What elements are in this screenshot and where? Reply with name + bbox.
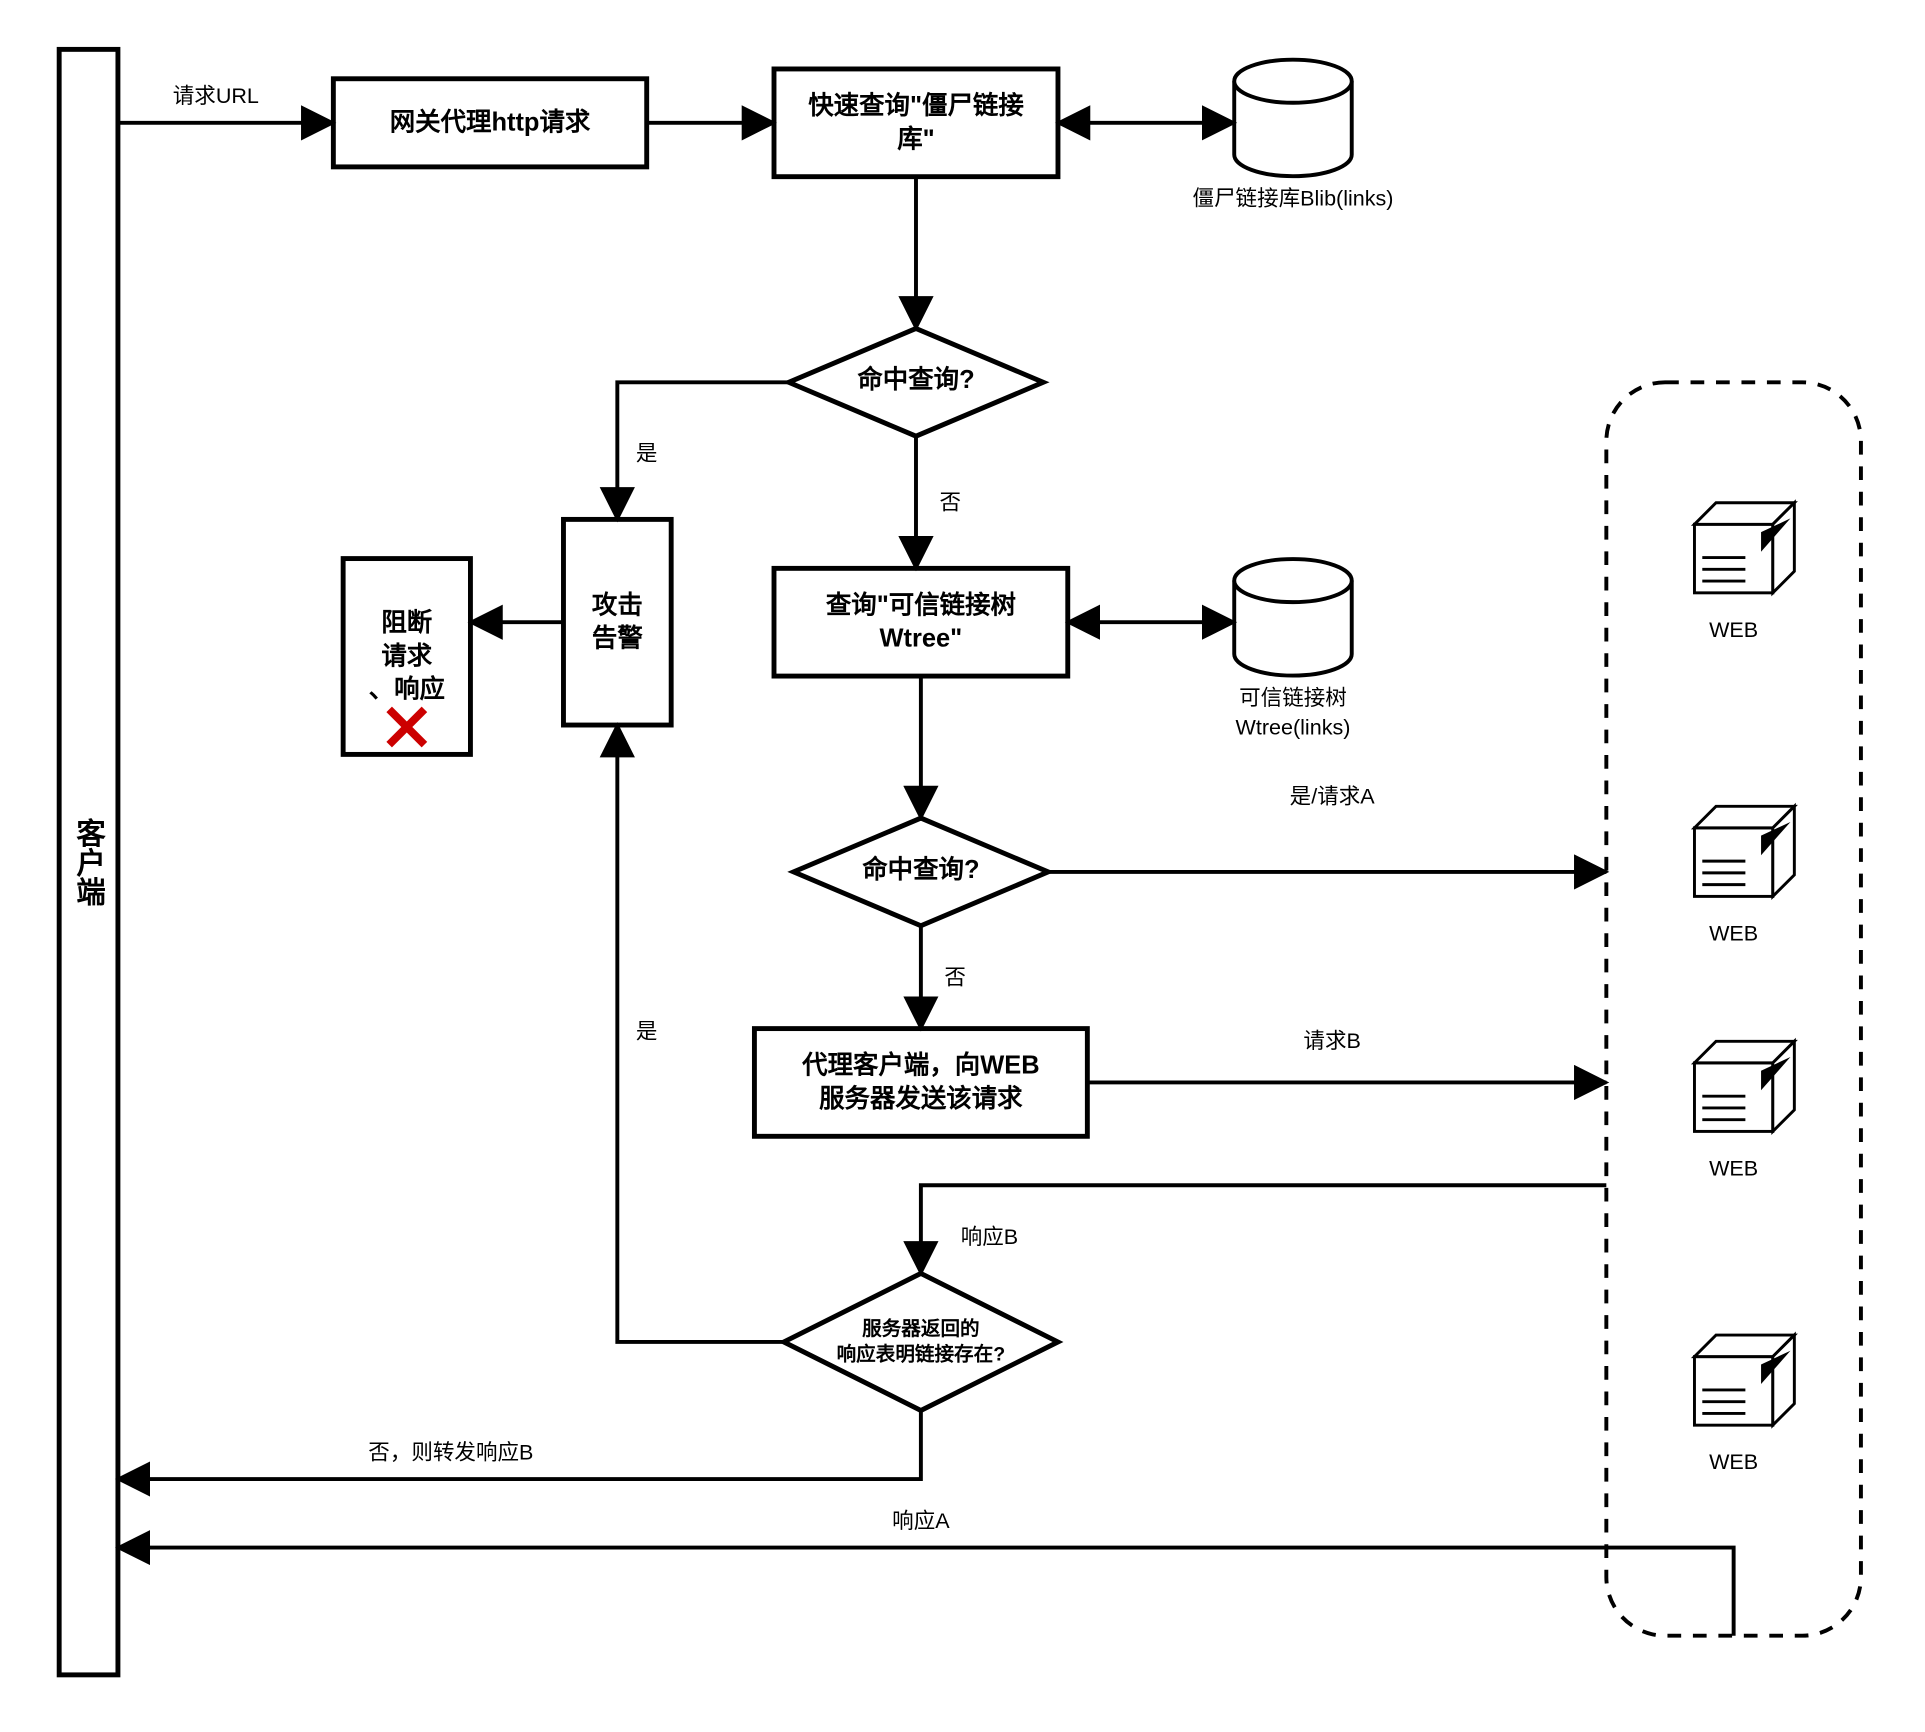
edge-0-label: 请求URL: [173, 84, 259, 108]
edge-4-label: 是: [636, 442, 658, 466]
web-server-3-label: WEB: [1709, 1450, 1758, 1474]
n_wtreedb-label-0: 可信链接树: [1239, 686, 1347, 710]
web-server-1-label: WEB: [1709, 921, 1758, 945]
n_gateway-text-0: 网关代理http请求: [390, 109, 591, 137]
n_alarm-text-0: 攻击: [592, 591, 643, 619]
n_alarm-text-1: 告警: [592, 624, 643, 653]
n_proxy-text-1: 服务器发送该请求: [819, 1084, 1023, 1113]
d_resp-text-1: 响应表明链接存在?: [837, 1343, 1006, 1366]
web-server-2-label: WEB: [1709, 1156, 1758, 1180]
n_block-text-1: 请求: [381, 642, 432, 670]
n_wtreedb-label-1: Wtree(links): [1236, 715, 1351, 739]
n_proxy-text-0: 代理客户端，向WEB: [801, 1051, 1039, 1080]
flowchart-canvas: 客户端 网关代理http请求 快速查询"僵尸链接库" 僵尸链接库Blib(links)…: [20, 20, 1905, 1707]
edge-15: [118, 1548, 1734, 1636]
edge-10-label: 否: [944, 966, 966, 990]
edge-11-label: 请求B: [1303, 1029, 1360, 1053]
n_block-text-0: 阻断: [381, 608, 432, 637]
edge-15-label: 响应A: [892, 1509, 950, 1533]
n_fastquery-text-0: 快速查询"僵尸链接: [808, 91, 1024, 120]
d_hit1-text-0: 命中查询?: [857, 365, 974, 394]
n_wtreedb-top: [1234, 559, 1352, 602]
client-label: 客户端: [72, 817, 106, 907]
d_hit2-text-0: 命中查询?: [862, 855, 979, 884]
edge-5-label: 否: [939, 491, 961, 515]
n_wtree-text-1: Wtree": [880, 625, 963, 653]
edge-13-label: 是: [636, 1019, 658, 1043]
web-server-0-label: WEB: [1709, 618, 1758, 642]
d_resp: [784, 1273, 1058, 1410]
n_blib-label-0: 僵尸链接库Blib(links): [1192, 187, 1393, 211]
edge-12: [921, 1185, 1606, 1273]
n_wtree-text-0: 查询"可信链接树: [826, 590, 1016, 619]
n_blib-top: [1234, 60, 1352, 103]
n_block-text-2: 、响应: [369, 675, 445, 704]
edge-12-label: 响应B: [961, 1225, 1018, 1249]
edge-9-label: 是/请求A: [1290, 784, 1376, 808]
n_fastquery-text-1: 库": [897, 125, 935, 153]
n_alarm: [563, 519, 671, 725]
d_resp-text-0: 服务器返回的: [862, 1317, 979, 1340]
n_proxy: [754, 1029, 1087, 1137]
n_fastquery: [774, 69, 1058, 177]
edge-14-label: 否，则转发响应B: [368, 1440, 533, 1464]
n_wtree: [774, 568, 1068, 676]
